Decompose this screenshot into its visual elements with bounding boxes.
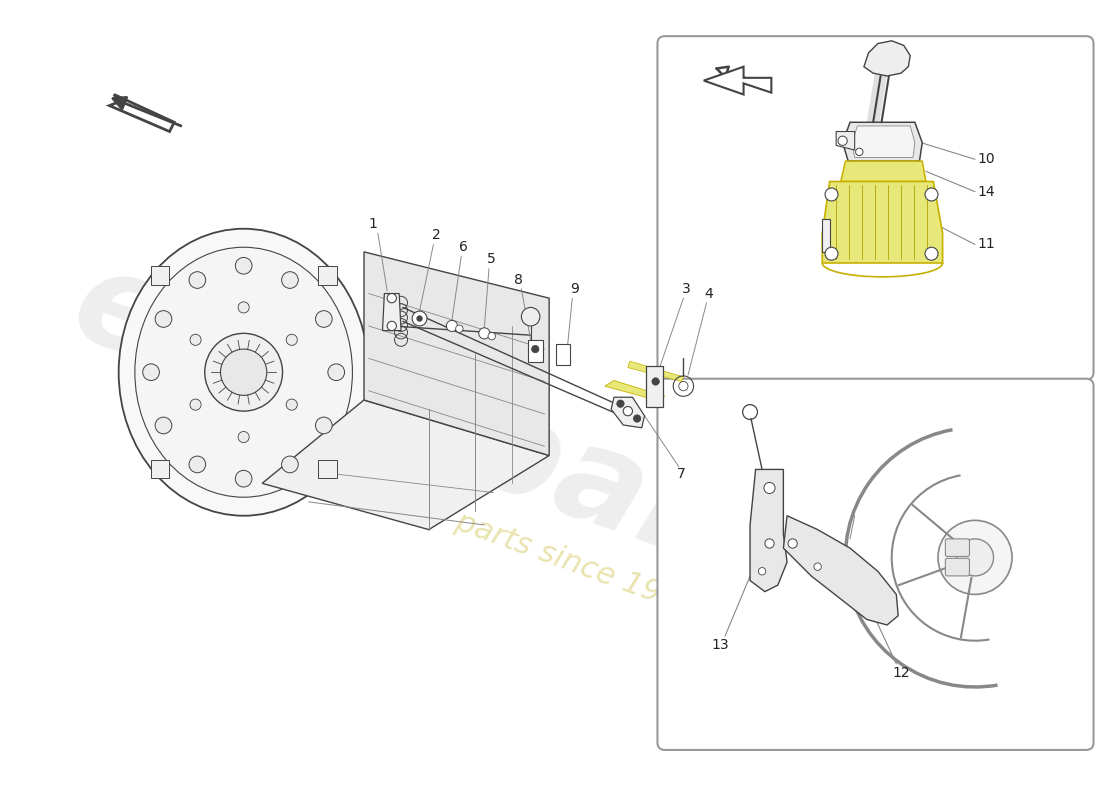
Circle shape (155, 417, 172, 434)
Circle shape (531, 346, 539, 353)
Polygon shape (151, 460, 169, 478)
Circle shape (763, 482, 776, 494)
Text: 4: 4 (704, 286, 713, 301)
Circle shape (764, 539, 774, 548)
Bar (528, 340, 542, 362)
Ellipse shape (135, 247, 352, 498)
Circle shape (387, 294, 396, 302)
Polygon shape (864, 41, 910, 76)
Circle shape (316, 310, 332, 327)
Bar (556, 345, 571, 365)
Circle shape (235, 258, 252, 274)
Circle shape (286, 334, 297, 346)
Polygon shape (318, 460, 337, 478)
Polygon shape (704, 66, 771, 94)
Circle shape (925, 247, 938, 260)
Polygon shape (823, 219, 829, 252)
Circle shape (838, 136, 847, 146)
Circle shape (238, 431, 250, 442)
Circle shape (143, 364, 160, 381)
Text: a passion for parts since 1989: a passion for parts since 1989 (258, 437, 702, 622)
Circle shape (856, 148, 864, 155)
Circle shape (447, 320, 458, 331)
Circle shape (328, 364, 344, 381)
Text: 2: 2 (432, 228, 441, 242)
Polygon shape (383, 294, 402, 330)
FancyBboxPatch shape (658, 36, 1093, 380)
Polygon shape (612, 398, 645, 428)
Polygon shape (605, 381, 664, 400)
Circle shape (825, 188, 838, 201)
Ellipse shape (119, 229, 369, 516)
Polygon shape (843, 122, 922, 161)
Text: 8: 8 (514, 273, 522, 286)
Polygon shape (628, 361, 683, 382)
FancyBboxPatch shape (658, 378, 1093, 750)
Polygon shape (318, 266, 337, 285)
Circle shape (455, 325, 463, 333)
Bar (647, 366, 663, 407)
Circle shape (190, 399, 201, 410)
Circle shape (825, 247, 838, 260)
Circle shape (938, 520, 1012, 594)
Circle shape (814, 563, 822, 570)
Circle shape (155, 310, 172, 327)
Circle shape (788, 539, 798, 548)
Circle shape (652, 378, 659, 385)
Circle shape (634, 415, 641, 422)
Circle shape (925, 188, 938, 201)
Text: 12: 12 (892, 666, 910, 680)
Text: 5: 5 (486, 252, 495, 266)
Circle shape (488, 333, 495, 340)
Text: 10: 10 (978, 152, 996, 166)
Polygon shape (364, 252, 549, 455)
Circle shape (957, 539, 993, 576)
Circle shape (412, 311, 427, 326)
Polygon shape (823, 182, 943, 263)
Text: eurospare: eurospare (56, 238, 811, 617)
Circle shape (387, 322, 396, 330)
Text: 13: 13 (712, 638, 729, 652)
Circle shape (758, 567, 766, 575)
Circle shape (220, 349, 267, 395)
Circle shape (624, 406, 632, 416)
Text: 14: 14 (978, 185, 996, 198)
Text: 3: 3 (682, 282, 691, 296)
Circle shape (189, 456, 206, 473)
Circle shape (190, 334, 201, 346)
Circle shape (478, 328, 490, 339)
Circle shape (417, 316, 422, 322)
Circle shape (205, 334, 283, 411)
Polygon shape (262, 400, 549, 530)
FancyBboxPatch shape (945, 558, 969, 576)
Circle shape (189, 272, 206, 288)
Polygon shape (151, 266, 169, 285)
Circle shape (316, 417, 332, 434)
Polygon shape (783, 516, 899, 625)
Circle shape (617, 400, 624, 407)
Circle shape (238, 302, 250, 313)
Text: 1: 1 (368, 217, 377, 231)
Circle shape (521, 307, 540, 326)
Polygon shape (750, 470, 788, 592)
Circle shape (282, 272, 298, 288)
Text: 7: 7 (678, 467, 686, 481)
Circle shape (282, 456, 298, 473)
Text: 6: 6 (459, 240, 468, 254)
Circle shape (235, 470, 252, 487)
Text: 9: 9 (570, 282, 579, 296)
Polygon shape (851, 126, 915, 158)
Circle shape (286, 399, 297, 410)
Polygon shape (840, 161, 926, 182)
Polygon shape (836, 131, 855, 150)
Text: 11: 11 (978, 238, 996, 251)
FancyBboxPatch shape (945, 539, 969, 557)
